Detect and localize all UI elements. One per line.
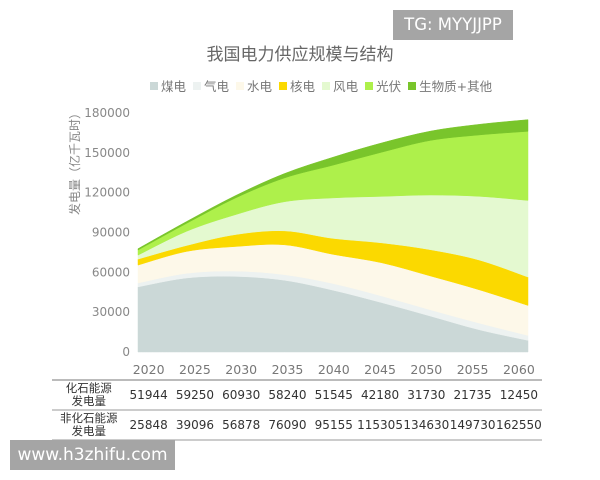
table-cell: 134630 bbox=[403, 418, 450, 432]
legend-swatch bbox=[150, 81, 158, 90]
legend-label: 光伏 bbox=[376, 79, 402, 94]
table-cell: 51944 bbox=[129, 388, 168, 402]
x-tick-label: 2030 bbox=[225, 361, 258, 377]
chart-title: 我国电力供应规模与结构 bbox=[206, 45, 394, 65]
row-label: 非化石能源 发电量 bbox=[52, 412, 126, 438]
legend-item: 气电 bbox=[193, 76, 229, 95]
table-cell: 59250 bbox=[175, 388, 215, 402]
legend-item: 水电 bbox=[236, 76, 272, 95]
table-cell: 58240 bbox=[268, 388, 307, 402]
x-tick-label: 2035 bbox=[271, 361, 304, 377]
table-cell: 12450 bbox=[499, 388, 538, 402]
x-tick-label: 2050 bbox=[410, 361, 443, 377]
table-row-nonfossil: 非化石能源 发电量 25848 39096 56878 76090 95155 115305 1… bbox=[52, 411, 542, 441]
row-label-line2: 发电量 bbox=[71, 394, 107, 408]
legend-item: 光伏 bbox=[365, 76, 401, 95]
y-tick-label: 30000 bbox=[92, 305, 130, 319]
table-cell: 31730 bbox=[407, 388, 446, 402]
y-tick-label: 180000 bbox=[84, 106, 130, 120]
legend-item: 风电 bbox=[322, 76, 358, 95]
y-tick-label: 0 bbox=[122, 345, 130, 359]
y-tick-label: 120000 bbox=[84, 186, 130, 200]
y-axis-label: 发电量（亿千瓦时） bbox=[68, 106, 82, 215]
row-label: 化石能源 发电量 bbox=[52, 382, 126, 408]
legend-item: 煤电 bbox=[150, 76, 186, 95]
table-cell: 162550 bbox=[495, 418, 542, 432]
x-tick-label: 2020 bbox=[132, 361, 165, 377]
legend-label: 生物质+其他 bbox=[419, 79, 493, 94]
table-cell: 60930 bbox=[222, 388, 261, 402]
legend-label: 风电 bbox=[333, 79, 359, 94]
table-cell: 115305 bbox=[357, 418, 403, 432]
legend-swatch bbox=[408, 81, 417, 90]
legend-label: 核电 bbox=[290, 79, 316, 94]
data-table: 2020 2025 2030 2035 2040 2045 2050 2055 2060 化石能… bbox=[52, 362, 542, 441]
row-label-line1: 非化石能源 bbox=[60, 411, 118, 425]
x-tick-label: 2055 bbox=[456, 361, 489, 377]
table-cell: 56878 bbox=[222, 418, 261, 432]
legend-label: 煤电 bbox=[161, 79, 187, 94]
table-cell: 39096 bbox=[175, 418, 215, 432]
y-tick-label: 90000 bbox=[92, 226, 130, 240]
x-tick-label: 2060 bbox=[502, 361, 535, 377]
row-label-line1: 化石能源 bbox=[65, 381, 112, 395]
table-row-fossil: 化石能源 发电量 51944 59250 60930 58240 51545 42180 317… bbox=[52, 381, 542, 411]
x-tick-label: 2025 bbox=[179, 361, 211, 377]
x-tick-label: 2045 bbox=[364, 361, 396, 377]
legend-swatch bbox=[236, 81, 245, 90]
y-tick-label: 150000 bbox=[84, 146, 130, 160]
legend-swatch bbox=[193, 81, 202, 90]
table-cell: 21735 bbox=[453, 388, 492, 402]
legend: 煤电 气电 水电 核电 风电 光伏 生物质+其他 bbox=[150, 76, 492, 95]
table-cell: 149730 bbox=[449, 418, 496, 432]
legend-label: 水电 bbox=[247, 79, 273, 94]
y-tick-label: 60000 bbox=[92, 265, 130, 279]
row-label-line2: 发电量 bbox=[71, 424, 107, 438]
legend-swatch bbox=[365, 81, 374, 90]
legend-label: 气电 bbox=[204, 79, 230, 94]
table-header-row: 2020 2025 2030 2035 2040 2045 2050 2055 2060 bbox=[52, 362, 542, 381]
x-tick-label: 2040 bbox=[317, 361, 350, 377]
watermark-top: TG: MYYJJPP bbox=[393, 10, 513, 40]
table-cell: 25848 bbox=[129, 418, 168, 432]
legend-item: 生物质+其他 bbox=[408, 76, 492, 95]
legend-swatch bbox=[279, 81, 288, 90]
table-cell: 95155 bbox=[314, 418, 353, 432]
legend-swatch bbox=[322, 81, 331, 90]
legend-item: 核电 bbox=[279, 76, 315, 95]
table-cell: 42180 bbox=[360, 388, 400, 402]
table-cell: 76090 bbox=[268, 418, 307, 432]
area-series-6 bbox=[137, 119, 529, 251]
table-cell: 51545 bbox=[314, 388, 353, 402]
watermark-bottom: www.h3zhifu.com bbox=[10, 440, 175, 470]
